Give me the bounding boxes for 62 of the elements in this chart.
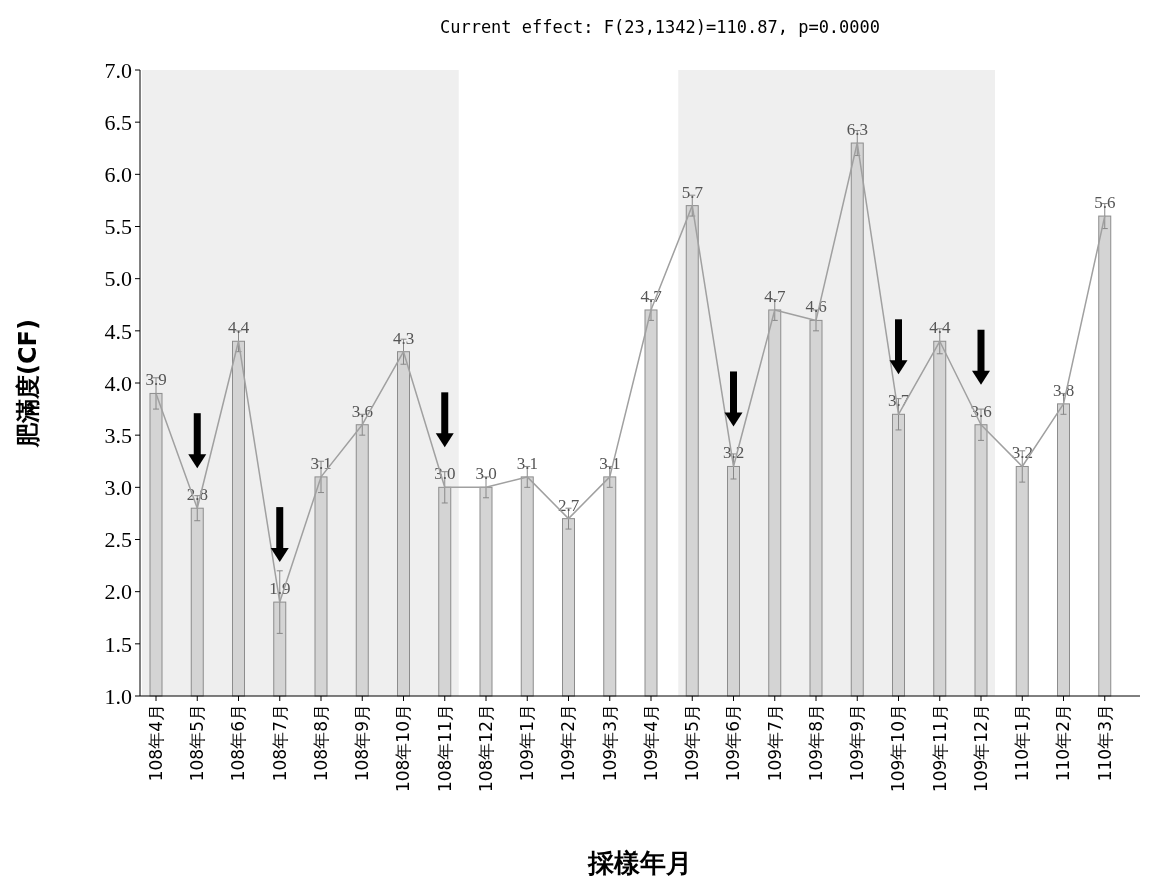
- x-tick-label: 108年7月: [269, 704, 290, 782]
- x-tick-label: 109年4月: [640, 704, 661, 782]
- data-label: 2.7: [557, 495, 580, 515]
- x-tick-label: 108年12月: [475, 704, 496, 793]
- y-tick-label: 5.5: [104, 214, 132, 240]
- x-tick-label: 109年1月: [517, 704, 538, 782]
- data-label: 4.7: [764, 286, 786, 306]
- data-label: 3.6: [351, 401, 373, 421]
- x-tick-label: 109年2月: [558, 704, 579, 782]
- data-label: 3.1: [516, 453, 538, 473]
- y-tick-label: 7.0: [104, 57, 132, 83]
- x-tick-label: 109年7月: [764, 704, 785, 782]
- data-label: 4.4: [929, 318, 951, 338]
- x-tick-label: 108年5月: [187, 704, 208, 782]
- data-label: 3.1: [599, 453, 621, 473]
- chart-title: Current effect: F(23,1342)=110.87, p=0.0000: [439, 17, 881, 37]
- y-axis-title: 肥滿度(CF): [14, 319, 42, 448]
- data-label: 1.9: [269, 579, 291, 599]
- y-tick-label: 5.0: [104, 266, 132, 292]
- data-label: 3.6: [970, 401, 992, 421]
- data-label: 3.8: [1052, 380, 1075, 400]
- x-tick-label: 110年2月: [1053, 704, 1074, 782]
- x-tick-label: 109年11月: [929, 704, 950, 793]
- x-tick-label: 109年3月: [599, 704, 620, 782]
- x-tick-label: 108年6月: [228, 704, 249, 782]
- x-tick-label: 108年4月: [145, 704, 166, 782]
- data-label: 3.2: [722, 443, 745, 463]
- data-label: 6.3: [846, 120, 868, 140]
- x-tick-label: 109年8月: [805, 704, 826, 782]
- data-label: 3.9: [145, 370, 167, 390]
- data-label: 3.0: [475, 464, 497, 484]
- data-label: 3.2: [1011, 443, 1033, 463]
- x-tick-label: 108年9月: [352, 704, 373, 782]
- y-tick-label: 4.0: [104, 370, 132, 396]
- x-tick-label: 110年1月: [1012, 704, 1033, 782]
- data-label: 4.4: [227, 318, 250, 338]
- x-tick-label: 109年12月: [970, 704, 991, 793]
- x-tick-label: 108年8月: [310, 704, 331, 782]
- y-tick-label: 4.5: [104, 318, 132, 344]
- x-tick-label: 108年10月: [393, 704, 414, 793]
- x-tick-label: 108年11月: [434, 704, 455, 793]
- x-tick-label: 109年9月: [847, 704, 868, 782]
- y-tick-label: 3.0: [104, 475, 132, 501]
- x-tick-label: 109年10月: [888, 704, 909, 793]
- data-label: 5.7: [681, 182, 704, 202]
- data-label: 4.7: [640, 286, 663, 306]
- y-tick-label: 6.0: [104, 162, 132, 188]
- x-axis-title: 採樣年月: [587, 848, 692, 878]
- y-tick-label: 1.0: [104, 683, 132, 709]
- y-tick-label: 3.5: [104, 422, 132, 448]
- x-tick-label: 109年6月: [723, 704, 744, 782]
- y-tick-label: 6.5: [104, 109, 132, 135]
- y-tick-label: 2.0: [104, 579, 132, 605]
- data-label: 3.1: [310, 453, 332, 473]
- x-tick-label: 109年5月: [682, 704, 703, 782]
- y-tick-label: 1.5: [104, 631, 132, 657]
- x-tick-label: 110年3月: [1094, 704, 1115, 782]
- y-tick-label: 2.5: [104, 527, 132, 553]
- data-label: 5.6: [1094, 193, 1116, 213]
- data-label: 4.6: [805, 297, 827, 317]
- data-label: 4.3: [392, 328, 415, 348]
- data-label: 3.0: [434, 464, 456, 484]
